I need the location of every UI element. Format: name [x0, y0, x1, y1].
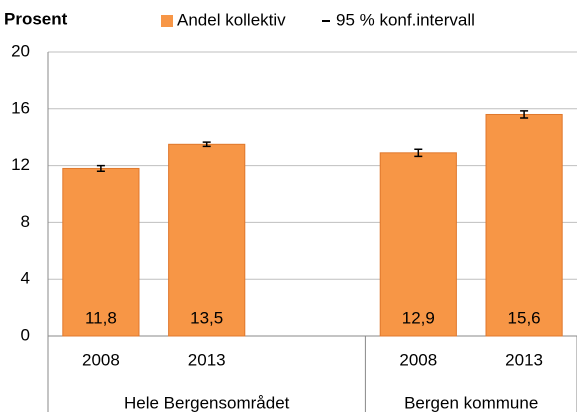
value-label: 11,8 [85, 308, 117, 327]
y-axis-title: Prosent [4, 9, 68, 28]
value-label: 13,5 [190, 308, 223, 327]
y-tick-label: 12 [11, 155, 30, 174]
legend-label: 95 % konf.intervall [336, 10, 475, 29]
bar [62, 167, 140, 337]
error-bar [96, 164, 105, 173]
error-bar [202, 141, 211, 148]
y-tick-label: 4 [21, 269, 30, 288]
x-tick-label: 2013 [188, 350, 226, 369]
x-tick-label: 2013 [505, 350, 543, 369]
y-tick-label: 8 [21, 212, 30, 231]
bar [485, 113, 563, 337]
bar [379, 152, 457, 337]
y-tick-label: 16 [11, 98, 30, 117]
legend-label: Andel kollektiv [177, 10, 286, 29]
value-label: 12,9 [402, 308, 435, 327]
group-label: Bergen kommune [404, 393, 538, 412]
error-bar [414, 148, 423, 158]
value-label: 15,6 [508, 308, 541, 327]
y-tick-label: 20 [11, 41, 30, 60]
x-tick-label: 2008 [82, 350, 120, 369]
legend-swatch [161, 15, 173, 27]
x-tick-label: 2008 [399, 350, 437, 369]
error-bar [520, 110, 529, 119]
y-tick-label: 0 [21, 325, 30, 344]
bar [168, 143, 246, 337]
group-label: Hele Bergensområdet [124, 393, 290, 412]
